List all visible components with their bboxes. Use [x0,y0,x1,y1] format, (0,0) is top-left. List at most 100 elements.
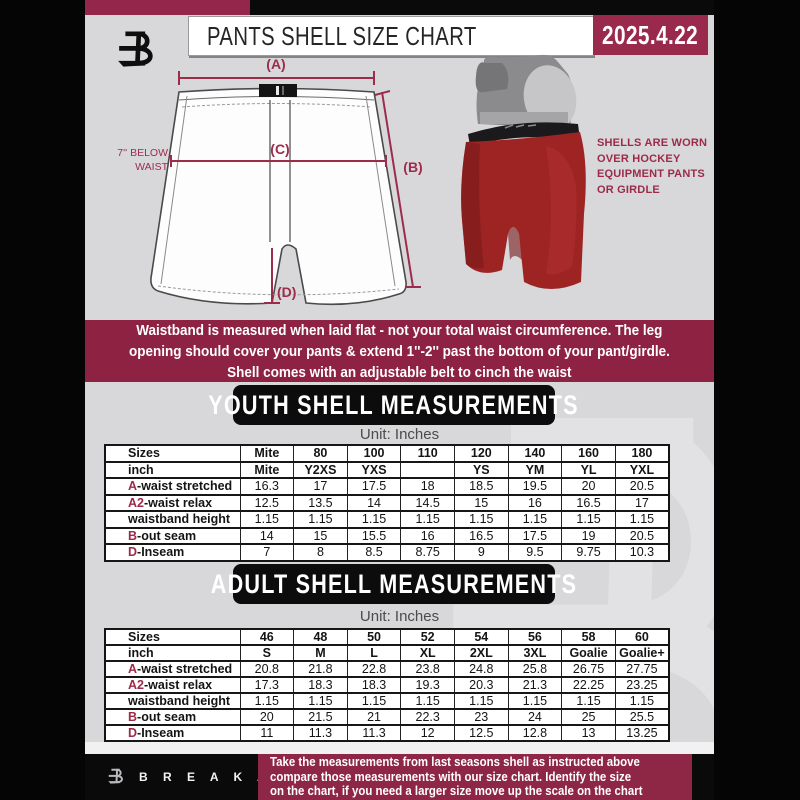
table-cell: 140 [507,444,563,463]
table-cell: 110 [400,444,455,463]
table-cell: 1.15 [346,510,402,529]
table-cell: 18 [400,477,455,496]
measure-letter: A2 [128,678,144,692]
text-line: Take the measurements from last seasons … [270,754,640,770]
table-cell: 22.3 [400,708,455,726]
table-cell: YL [561,460,616,479]
table-cell: 13.5 [293,493,348,512]
text-line: SHELLS ARE WORN [597,137,708,149]
table-cell: 1.15 [614,510,670,529]
table-cell: 120 [454,444,509,463]
table-cell: 160 [561,444,616,463]
table-cell: 9.5 [507,543,563,562]
table-cell: 19 [561,526,616,545]
page-title: PANTS SHELL SIZE CHART [207,20,477,51]
table-cell: S [239,644,295,662]
table-cell: 58 [561,628,616,646]
table-cell: 60 [614,628,670,646]
footer-note-box: Take the measurements from last seasons … [258,754,692,800]
breakaway-logo-icon [115,19,167,83]
row-label: Sizes [104,628,241,646]
table-cell: 13 [561,724,616,742]
label-D: (D) [277,284,296,300]
measure-letter: A [128,479,138,494]
table-cell: 1.15 [239,692,295,710]
table-row: inch S M L XL 2XL 3XL Goalie Goalie+ [104,644,670,662]
table-cell: Y2XS [293,460,348,479]
table-cell: 18.5 [454,477,509,496]
hockey-pants-photo [461,54,586,289]
table-cell: 19.5 [507,477,563,496]
table-cell: 20.8 [239,660,295,678]
table-cell: 25.8 [507,660,563,678]
table-cell: 23 [454,708,509,726]
waist-note-line2: WAIST [135,161,168,173]
table-cell: 23.25 [614,676,670,694]
table-cell: 19.3 [400,676,455,694]
table-cell: 2XL [454,644,509,662]
table-cell: Goalie [561,644,616,662]
text-line: Shell comes with an adjustable belt to c… [227,363,572,381]
table-cell: 1.15 [346,692,402,710]
table-cell: 20.5 [614,526,670,545]
table-cell: 22.25 [561,676,616,694]
title-box: PANTS SHELL SIZE CHART [188,16,594,56]
table-cell: YXL [614,460,670,479]
table-cell: 13.25 [614,724,670,742]
table-cell: 1.15 [400,692,455,710]
flyer-content: PANTS SHELL SIZE CHART 2025.4.22 [85,0,714,800]
row-label: A-waist stretched [104,477,241,496]
table-cell: 54 [454,628,509,646]
table-cell: 17 [293,477,348,496]
table-cell: 27.75 [614,660,670,678]
table-cell: 9 [454,543,509,562]
table-cell: 1.15 [454,692,509,710]
date-text: 2025.4.22 [602,19,699,50]
adult-section-banner: ADULT SHELL MEASUREMENTS [211,564,576,604]
youth-size-table: Sizes Mite 80 100 110 120 140 160 180 inch Mite Y2X… [104,444,670,562]
table-cell: 25 [561,708,616,726]
top-strip-maroon-segment [85,0,250,15]
table-cell: 11 [239,724,295,742]
table-cell: 1.15 [454,510,509,529]
table-row: A2-waist relax 17.3 18.3 18.3 19.3 20.3 21.3 22… [104,676,670,694]
table-row: A-waist stretched 16.3 17 17.5 18 18.5 19.5 20 2… [104,477,670,496]
table-cell: 52 [400,628,455,646]
row-label: inch [104,460,241,479]
table-cell: 1.15 [507,510,563,529]
adult-unit-label: Unit: Inches [359,608,440,625]
table-row: waistband height 1.15 1.15 1.15 1.15 1.15 1.15… [104,510,670,529]
table-cell: 15.5 [346,526,402,545]
table-cell: 80 [293,444,348,463]
table-cell: 24 [507,708,563,726]
table-cell: 12.5 [239,493,295,512]
table-cell: 16.5 [454,526,509,545]
table-cell: 25.5 [614,708,670,726]
size-table: Sizes Mite 80 100 110 120 140 160 180 inch Mite Y2X… [104,444,670,562]
row-label: A-waist stretched [104,660,241,678]
table-row: B-out seam 20 21.5 21 22.3 23 24 25 25.5 [104,708,670,726]
table-cell: 1.15 [239,510,295,529]
shorts-measurement-diagram: (A) (B) (C) (D) 7'' BELOW WAIST [117,56,423,306]
measurement-lines [170,71,421,304]
table-cell: L [346,644,402,662]
row-label: waistband height [104,692,241,710]
table-cell: 17 [614,493,670,512]
table-cell: 11.3 [293,724,348,742]
youth-section-banner: YOUTH SHELL MEASUREMENTS [209,385,578,425]
table-cell: 1.15 [293,510,348,529]
pre-footer-strip [85,742,714,754]
table-cell: 7 [239,543,295,562]
footer: B R E A K A W A Y Take the measurements … [85,754,714,800]
row-label: B-out seam [104,526,241,545]
row-label: D-Inseam [104,724,241,742]
table-cell: 12.8 [507,724,563,742]
notice-text: Waistband is measured when laid flat - n… [85,320,714,383]
table-cell: 12 [400,724,455,742]
row-label: waistband height [104,510,241,529]
label-C: (C) [270,141,289,157]
table-cell: 11.3 [346,724,402,742]
text-line: OVER HOCKEY [597,152,681,165]
table-cell: 1.15 [507,692,563,710]
